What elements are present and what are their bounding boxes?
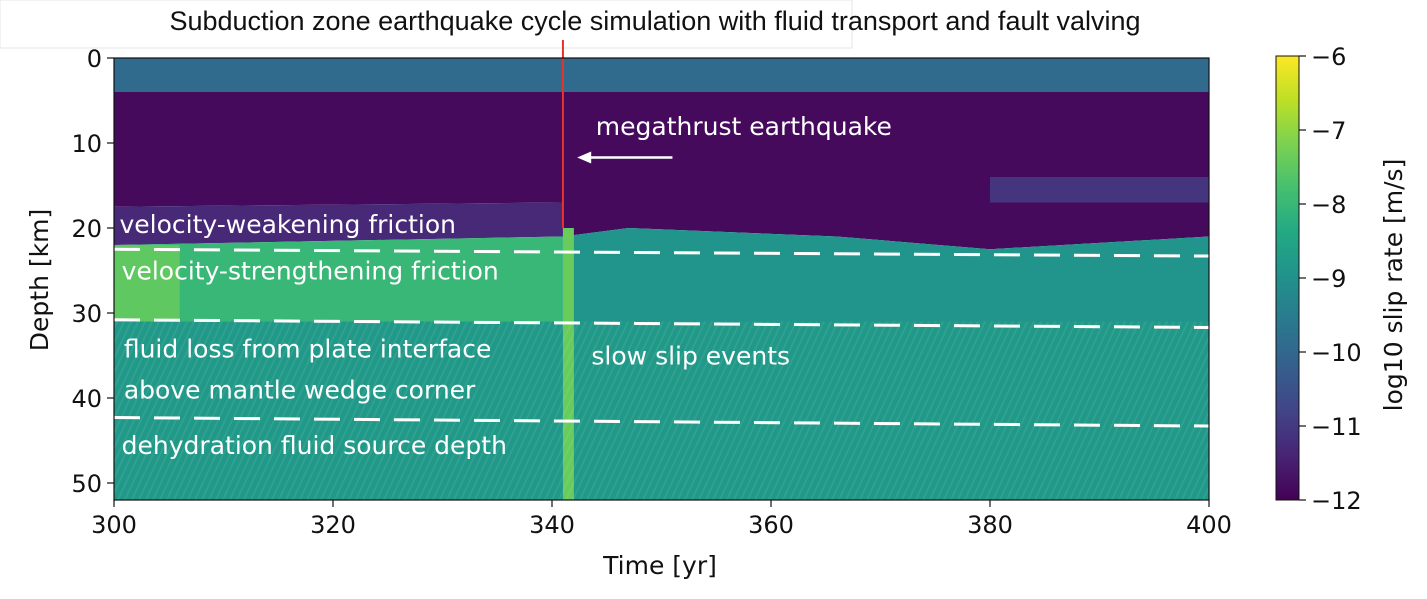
y-axis-label: Depth [km]: [25, 209, 54, 351]
heatmap-region: [114, 92, 563, 207]
colorbar: −6 −7 −8 −9 −10 −11 −12: [1275, 43, 1362, 515]
heatmap-region: [990, 177, 1209, 203]
axes: 300 320 340 360 380 400 0 10 20 30 40 50: [71, 45, 1231, 539]
colorbar-tick-label: −8: [1311, 191, 1346, 219]
heatmap-region: [562, 92, 1209, 250]
annotation-label: velocity-weakening friction: [119, 210, 456, 239]
heatmap-region: [114, 245, 180, 322]
dashed-boundary-line: [113, 416, 1210, 428]
chart-title: Subduction zone earthquake cycle simulat…: [169, 6, 1140, 36]
y-tick-label: 20: [71, 215, 102, 243]
dashed-boundary-line: [113, 247, 1210, 258]
annotation-label: fluid loss from plate interface: [124, 335, 491, 364]
y-tick-label: 30: [71, 300, 102, 328]
x-tick-label: 320: [310, 511, 356, 539]
slow-slip-texture: [114, 321, 1209, 500]
y-tick-label: 10: [71, 130, 102, 158]
annotation-label: velocity-strengthening friction: [122, 257, 499, 286]
x-tick-label: 400: [1186, 511, 1232, 539]
x-tick-label: 360: [748, 511, 794, 539]
colorbar-label: log10 slip rate [m/s]: [1379, 159, 1408, 412]
heatmap-region: [114, 202, 563, 245]
arrow-head-icon: [577, 151, 592, 164]
colorbar-tick-label: −7: [1311, 117, 1346, 145]
dashed-boundary-line: [113, 318, 1210, 329]
colorbar-tick-label: −9: [1311, 265, 1346, 293]
colorbar-tick-label: −11: [1311, 413, 1362, 441]
annotation-label: slow slip events: [591, 342, 790, 371]
y-tick-label: 0: [87, 45, 102, 73]
x-tick-label: 340: [529, 511, 575, 539]
colorbar-scale: [1275, 55, 1300, 501]
x-tick-label: 380: [967, 511, 1013, 539]
annotation-label: above mantle wedge corner: [124, 376, 476, 405]
heatmap-region: [562, 228, 1209, 322]
heatmap-plot: megathrust earthquake velocity-weakening …: [113, 40, 1210, 500]
title-box: [0, 0, 853, 49]
colorbar-tick-label: −10: [1311, 339, 1362, 367]
x-tick-label: 300: [91, 511, 137, 539]
y-tick-label: 40: [71, 385, 102, 413]
annotation-label: dehydration fluid source depth: [122, 431, 507, 460]
colorbar-tick-label: −6: [1311, 43, 1346, 71]
heatmap-region: [114, 58, 1209, 92]
x-axis-label: Time [yr]: [602, 551, 717, 580]
heatmap-region: [114, 236, 563, 322]
annotation-label: megathrust earthquake: [596, 112, 892, 141]
y-tick-label: 50: [71, 470, 102, 498]
colorbar-tick-label: −12: [1311, 487, 1362, 515]
plot-frame: [113, 57, 1210, 501]
